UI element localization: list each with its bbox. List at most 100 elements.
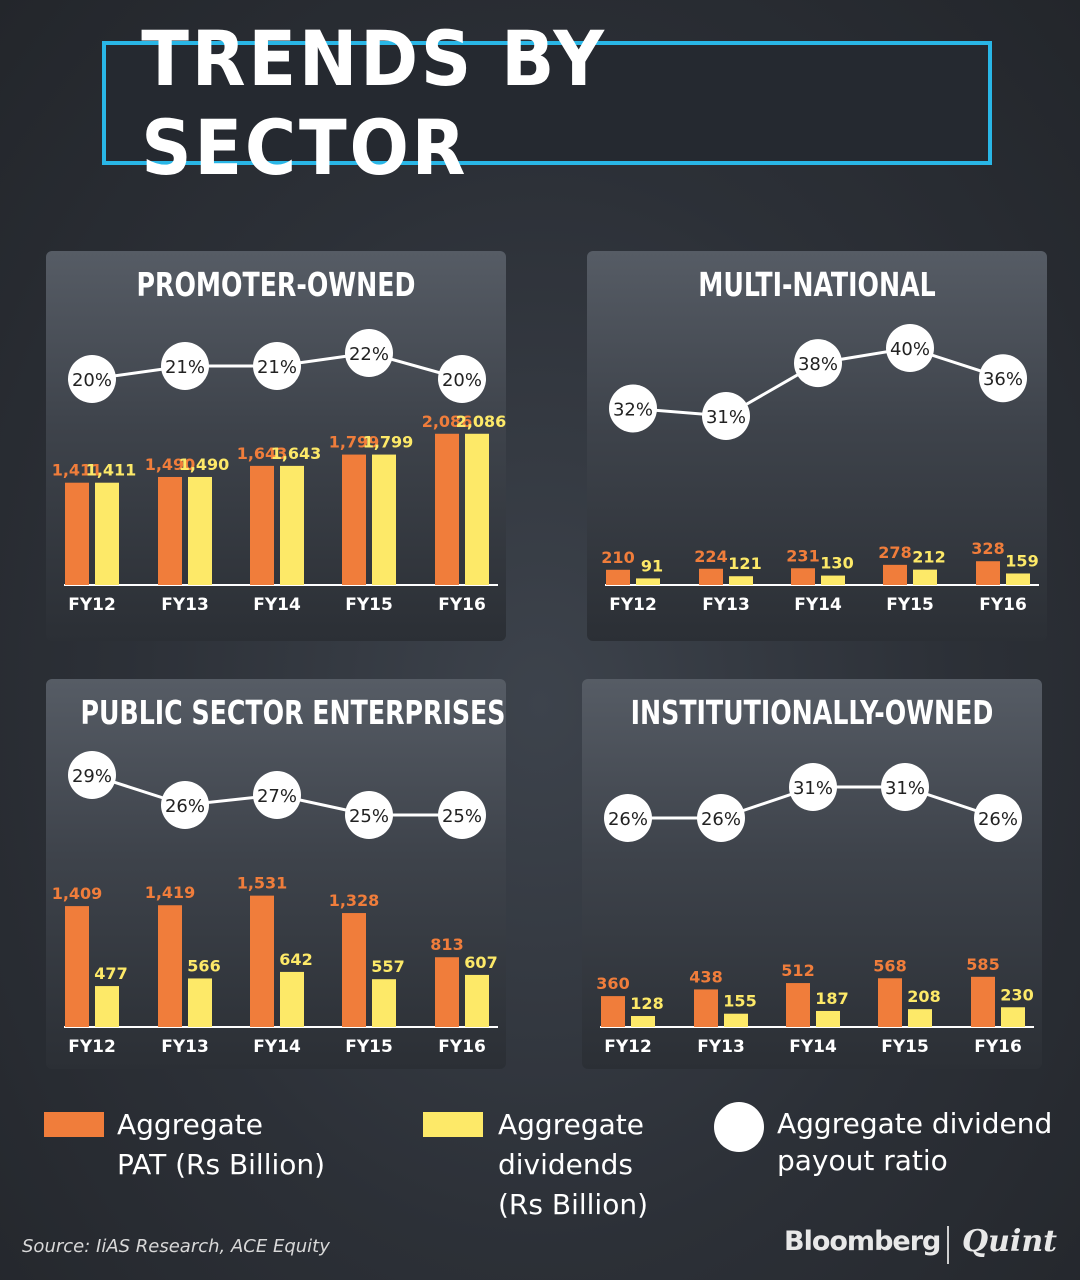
source-note: Source: IiAS Research, ACE Equity <box>22 1236 330 1257</box>
ratio-label: 32% <box>613 399 653 420</box>
label-pat: 360 <box>596 974 629 993</box>
label-dividends: 1,799 <box>363 433 414 452</box>
label-dividends: 557 <box>371 957 404 976</box>
bar-pat <box>250 465 274 585</box>
tick-label: FY13 <box>697 1037 745 1057</box>
tick-label: FY14 <box>253 595 301 615</box>
legend-ratio-line1: Aggregate dividend <box>777 1107 1053 1140</box>
ratio-label: 26% <box>608 809 648 830</box>
bar-pat <box>65 906 89 1027</box>
ratio-point <box>253 771 301 819</box>
tick-label: FY14 <box>794 595 842 615</box>
tick-label: FY13 <box>161 595 209 615</box>
label-pat: 231 <box>786 546 819 565</box>
legend-div: Aggregate dividends (Rs Billion) <box>498 1105 648 1225</box>
label-pat: 585 <box>966 955 999 974</box>
tick-label: FY16 <box>979 595 1027 615</box>
ratio-label: 25% <box>442 806 482 827</box>
logo-quint: Quint <box>962 1224 1058 1259</box>
tick-label: FY14 <box>253 1037 301 1057</box>
bar-pat <box>601 996 625 1027</box>
ratio-label: 26% <box>701 809 741 830</box>
panel-title: INSTITUTIONALLY-OWNED <box>630 693 994 732</box>
ratio-label: 36% <box>983 369 1023 390</box>
bar-pat <box>435 433 459 585</box>
legend-ratio-line2: payout ratio <box>777 1144 948 1177</box>
legend-pat: Aggregate PAT (Rs Billion) <box>117 1105 325 1185</box>
bar-dividends <box>821 575 845 585</box>
tick-label: FY12 <box>68 1037 116 1057</box>
legend-pat-swatch <box>44 1112 104 1137</box>
bar-dividends <box>465 974 489 1027</box>
tick-label: FY13 <box>161 1037 209 1057</box>
ratio-point <box>697 794 745 842</box>
chart-public-sector: 1,409 477 FY12 1,419 566 FY13 1,531 642 FY14 1,32… <box>52 751 498 1057</box>
ratio-point <box>253 342 301 390</box>
tick-label: FY12 <box>604 1037 652 1057</box>
legend-ratio-circle <box>714 1102 764 1152</box>
bar-dividends <box>280 465 304 585</box>
label-dividends: 212 <box>912 548 945 567</box>
bar-pat <box>158 905 182 1027</box>
panel-public-sector: PUBLIC SECTOR ENTERPRISES 1,409 477 FY12 1,… <box>46 679 506 1069</box>
ratio-point <box>438 791 486 839</box>
bar-pat <box>342 913 366 1027</box>
bar-dividends <box>908 1009 932 1027</box>
bar-dividends <box>913 569 937 585</box>
legend-div-line1: Aggregate <box>498 1108 644 1141</box>
ratio-label: 26% <box>978 809 1018 830</box>
bar-pat <box>976 561 1000 585</box>
ratio-point <box>794 339 842 388</box>
bar-dividends <box>372 979 396 1027</box>
tick-label: FY14 <box>789 1037 837 1057</box>
chart-multi-national: 210 91 FY12 224 121 FY13 231 130 FY14 278 212 FY15 3… <box>601 324 1039 615</box>
label-dividends: 187 <box>815 989 848 1008</box>
legend-div-swatch <box>423 1112 483 1137</box>
bar-pat <box>250 895 274 1027</box>
label-pat: 224 <box>694 547 727 566</box>
bar-pat <box>606 569 630 585</box>
label-pat: 438 <box>689 967 722 986</box>
label-dividends: 121 <box>728 554 761 573</box>
panel-multi-national: MULTI-NATIONAL 210 91 FY12 224 121 FY13 231 130… <box>587 251 1047 641</box>
ratio-point <box>68 355 116 403</box>
ratio-label: 31% <box>885 778 925 799</box>
panel-institutionally-owned: INSTITUTIONALLY-OWNED 360 128 FY12 438 155 FY… <box>582 679 1042 1069</box>
panel-title: PROMOTER-OWNED <box>136 265 416 304</box>
ratio-point <box>345 329 393 377</box>
label-dividends: 159 <box>1005 551 1038 570</box>
label-pat: 568 <box>873 956 906 975</box>
label-dividends: 642 <box>279 950 312 969</box>
panel-title: PUBLIC SECTOR ENTERPRISES <box>80 693 506 732</box>
bar-pat <box>699 568 723 585</box>
label-dividends: 91 <box>641 556 663 575</box>
ratio-label: 40% <box>890 339 930 360</box>
page-title: TRENDS BY SECTOR <box>141 14 607 192</box>
ratio-label: 26% <box>165 796 205 817</box>
legend-pat-line2: PAT (Rs Billion) <box>117 1148 326 1181</box>
label-pat: 210 <box>601 548 634 567</box>
label-pat: 1,328 <box>329 891 380 910</box>
label-pat: 1,531 <box>237 874 288 893</box>
bar-pat <box>342 454 366 585</box>
legend-div-line2: dividends <box>498 1148 634 1181</box>
label-dividends: 477 <box>94 964 127 983</box>
label-dividends: 566 <box>187 956 220 975</box>
tick-label: FY15 <box>881 1037 929 1057</box>
tick-label: FY12 <box>68 595 116 615</box>
label-dividends: 2,086 <box>456 412 506 431</box>
ratio-point <box>702 392 750 440</box>
label-dividends: 128 <box>630 994 663 1013</box>
label-dividends: 155 <box>723 992 756 1011</box>
bar-dividends <box>631 1016 655 1027</box>
tick-label: FY16 <box>438 1037 486 1057</box>
label-pat: 1,411 <box>52 461 103 480</box>
tick-label: FY15 <box>345 595 393 615</box>
bar-dividends <box>280 971 304 1027</box>
legend-div-line3: (Rs Billion) <box>498 1188 648 1221</box>
label-dividends: 230 <box>1000 985 1033 1004</box>
bar-pat <box>878 978 902 1027</box>
bar-pat <box>694 989 718 1027</box>
